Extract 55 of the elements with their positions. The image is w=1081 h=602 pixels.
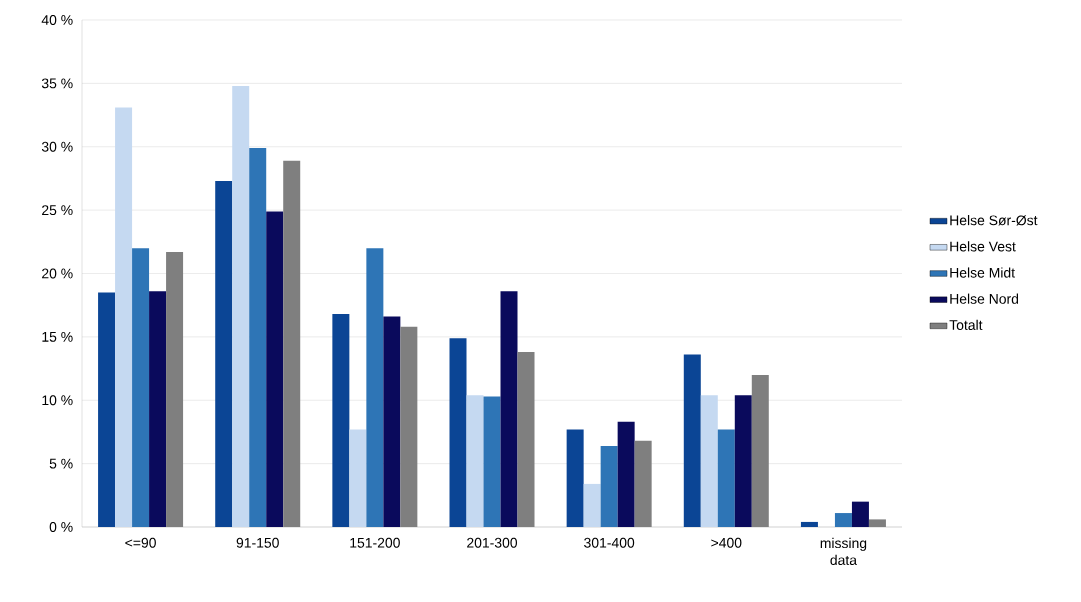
y-tick-label: 35 % bbox=[41, 78, 73, 89]
x-tick-label: >400 bbox=[711, 537, 742, 548]
y-tick-label: 30 % bbox=[41, 141, 73, 152]
x-tick-label: 151-200 bbox=[350, 537, 400, 548]
bar bbox=[249, 148, 267, 527]
bar bbox=[734, 395, 752, 527]
y-tick-label: 20 % bbox=[42, 268, 73, 279]
legend-label: Totalt bbox=[949, 319, 983, 331]
bar bbox=[283, 160, 301, 527]
y-tick-label: 25 % bbox=[42, 205, 73, 216]
bar bbox=[400, 326, 418, 527]
bar bbox=[98, 292, 116, 527]
legend-label: Helse Nord bbox=[950, 293, 1019, 304]
x-tick-label: <=90 bbox=[125, 537, 156, 548]
bar bbox=[332, 314, 350, 527]
bar bbox=[383, 316, 401, 527]
legend-label: Helse Midt bbox=[950, 267, 1015, 278]
bar bbox=[466, 395, 484, 527]
bar bbox=[868, 519, 886, 527]
bar bbox=[483, 396, 501, 527]
bar bbox=[751, 374, 769, 527]
bar bbox=[700, 395, 718, 527]
bar bbox=[583, 483, 601, 527]
y-tick-label: 15 % bbox=[42, 331, 73, 342]
bar bbox=[566, 429, 584, 527]
bar bbox=[366, 248, 384, 527]
bar bbox=[683, 354, 701, 527]
x-tick-label: 201-300 bbox=[467, 537, 518, 548]
legend-label: Helse Vest bbox=[950, 241, 1016, 252]
bar bbox=[166, 251, 184, 527]
bar bbox=[600, 445, 618, 527]
bar bbox=[132, 248, 150, 527]
bar bbox=[215, 180, 233, 527]
bar bbox=[500, 291, 518, 527]
y-tick-label: 0 % bbox=[49, 522, 73, 532]
bar bbox=[634, 440, 652, 527]
x-tick-label: 301-400 bbox=[584, 537, 635, 548]
bar bbox=[149, 291, 167, 527]
y-tick-label: 40 % bbox=[41, 15, 73, 25]
bar bbox=[115, 107, 133, 527]
x-tick-label: missing data bbox=[820, 537, 867, 566]
bar bbox=[834, 513, 852, 527]
bar bbox=[800, 521, 818, 527]
bar bbox=[517, 352, 535, 527]
bar bbox=[266, 211, 284, 527]
x-tick-label: 91-150 bbox=[236, 537, 279, 548]
bar bbox=[617, 421, 635, 527]
legend-label: Helse Sør-Øst bbox=[950, 215, 1038, 226]
bar bbox=[449, 338, 467, 527]
bar bbox=[232, 85, 250, 527]
y-tick-label: 5 % bbox=[49, 458, 73, 469]
y-tick-label: 10 % bbox=[42, 395, 73, 406]
bar bbox=[851, 501, 869, 527]
bar bbox=[717, 429, 735, 527]
bar bbox=[349, 429, 367, 527]
